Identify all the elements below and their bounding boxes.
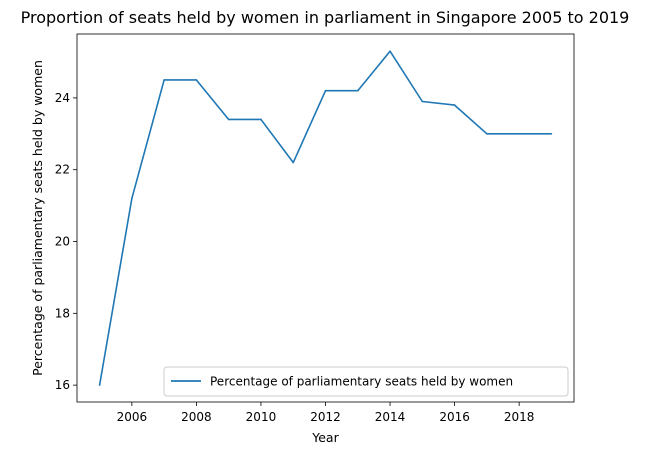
y-tick-label: 22 [55, 163, 70, 177]
y-tick-label: 24 [55, 91, 70, 105]
x-tick-label: 2010 [246, 410, 277, 424]
plot-frame [76, 33, 575, 403]
legend-box [163, 366, 569, 397]
y-axis-label: Percentage of parliamentary seats held b… [30, 60, 45, 376]
x-tick-label: 2012 [310, 410, 341, 424]
data-point [389, 50, 391, 53]
data-point [486, 133, 488, 135]
data-point [356, 89, 359, 92]
x-tick-label: 2006 [117, 410, 148, 424]
y-tick-label: 16 [55, 378, 70, 392]
x-tick-label: 2008 [181, 410, 212, 424]
data-point [195, 79, 198, 81]
data-point [324, 89, 327, 92]
data-point [518, 133, 520, 135]
y-axis-ticks: 16 18 20 22 24 [55, 91, 77, 392]
plot-area: 2006 2008 2010 2012 2014 2016 2018 16 18 20 22 24 [55, 33, 575, 424]
data-point [260, 118, 262, 121]
series-line-0 [98, 50, 552, 386]
data-point [163, 79, 165, 81]
x-tick-label: 2016 [439, 410, 470, 424]
x-tick-label: 2018 [504, 410, 535, 424]
data-point [421, 100, 424, 103]
x-axis-ticks: 2006 2008 2010 2012 2014 2016 2018 [117, 402, 535, 424]
chart-title: Proportion of seats held by women in par… [21, 8, 630, 27]
x-axis-label: Year [311, 430, 339, 445]
data-point [131, 197, 133, 200]
data-point [453, 104, 456, 106]
legend: Percentage of parliamentary seats held b… [163, 366, 569, 397]
data-point [550, 133, 553, 135]
y-tick-label: 18 [55, 306, 70, 320]
legend-label: Percentage of parliamentary seats held b… [210, 375, 513, 389]
x-tick-label: 2014 [375, 410, 406, 424]
data-point [98, 384, 101, 386]
data-point [292, 161, 295, 164]
y-tick-label: 20 [55, 235, 70, 249]
data-point [227, 118, 230, 121]
series-group [98, 50, 553, 386]
